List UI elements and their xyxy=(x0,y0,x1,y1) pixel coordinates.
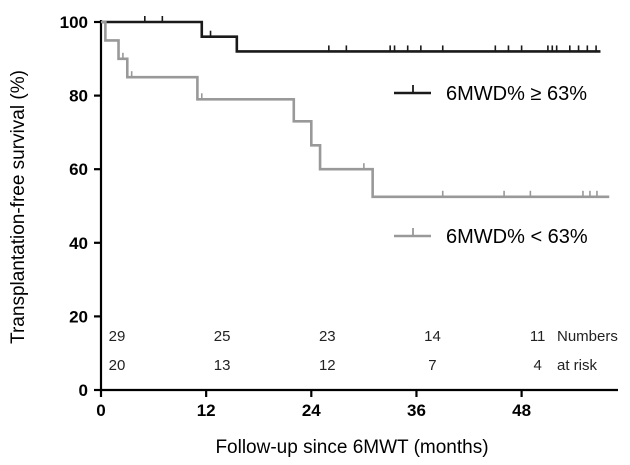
risk-label: Numbers xyxy=(557,328,618,345)
risk-count: 12 xyxy=(319,357,336,374)
series-group xyxy=(101,16,610,199)
y-tick-label: 100 xyxy=(60,13,88,32)
x-tick-label: 36 xyxy=(407,401,426,420)
x-tick-label: 24 xyxy=(302,401,321,420)
risk-label: at risk xyxy=(557,357,598,374)
y-tick-label: 60 xyxy=(69,160,88,179)
x-axis-label: Follow-up since 6MWT (months) xyxy=(215,437,488,458)
risk-count: 25 xyxy=(214,328,231,345)
series-line-high xyxy=(101,20,601,53)
risk-count: 29 xyxy=(109,328,126,345)
y-ticks: 0 20 40 60 80 100 xyxy=(60,13,101,400)
legend: 6MWD% ≥ 63% 6MWD% < 63% xyxy=(394,83,588,248)
legend-label: 6MWD% < 63% xyxy=(446,226,588,248)
x-tick-label: 0 xyxy=(96,401,105,420)
risk-count: 4 xyxy=(533,357,541,374)
risk-count: 20 xyxy=(109,357,126,374)
y-axis-label: Transplantation-free survival (%) xyxy=(8,70,29,344)
risk-count: 14 xyxy=(424,328,441,345)
y-tick-label: 20 xyxy=(69,307,88,326)
axes xyxy=(99,20,618,392)
risk-count: 13 xyxy=(214,357,231,374)
x-tick-label: 12 xyxy=(197,401,216,420)
numbers-at-risk-table: 29 25 23 14 11 20 13 12 7 4 Numbers at risk xyxy=(109,328,618,374)
y-tick-label: 80 xyxy=(69,87,88,106)
risk-count: 11 xyxy=(530,328,546,345)
risk-count: 7 xyxy=(428,357,436,374)
risk-count: 23 xyxy=(319,328,336,345)
legend-label: 6MWD% ≥ 63% xyxy=(446,83,587,105)
y-tick-label: 0 xyxy=(79,381,88,400)
y-tick-label: 40 xyxy=(69,234,88,253)
x-tick-label: 48 xyxy=(512,401,531,420)
series-line-low xyxy=(101,20,610,199)
x-ticks: 0 12 24 36 48 xyxy=(96,390,531,420)
